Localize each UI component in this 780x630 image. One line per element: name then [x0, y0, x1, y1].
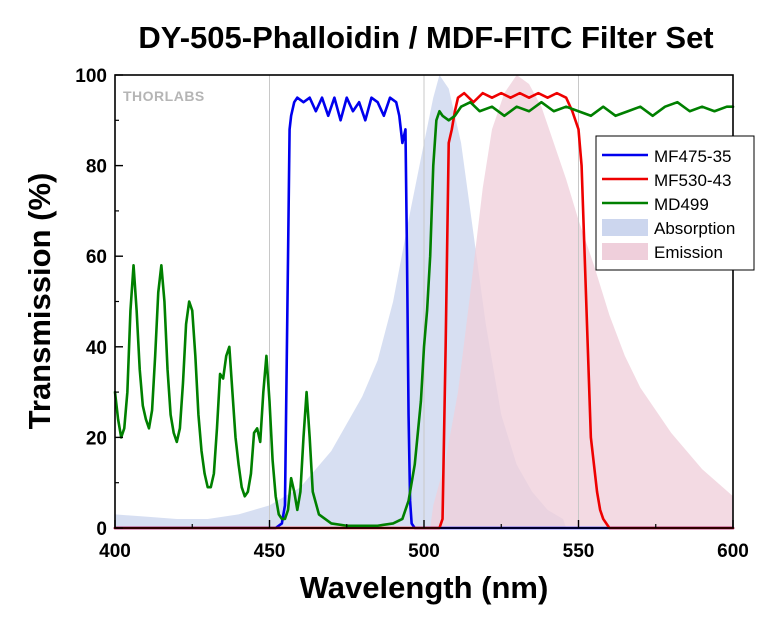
tick-layer: 400 450 500 550 600 0 20 40 60 80 100 — [75, 66, 749, 562]
y-tick-label: 0 — [96, 519, 107, 540]
absorption-legend-label: Absorption — [654, 219, 735, 238]
emission-legend-swatch — [602, 243, 648, 260]
x-tick-label: 400 — [99, 541, 131, 562]
legend: MF475-35 MF530-43 MD499 Absorption Emission — [595, 135, 755, 271]
y-axis-label: Transmission (%) — [22, 173, 57, 430]
area-layer — [115, 75, 733, 528]
md499-line — [113, 100, 735, 528]
x-tick-label: 500 — [408, 541, 440, 562]
mf530-43-legend-label: MF530-43 — [654, 171, 731, 190]
emission-legend-label: Emission — [654, 243, 723, 262]
absorption-area — [115, 75, 567, 528]
x-tick-label: 550 — [563, 541, 595, 562]
x-tick-label: 600 — [717, 541, 749, 562]
y-tick-label: 80 — [86, 157, 107, 178]
y-tick-label: 20 — [86, 428, 107, 449]
mf475-35-legend-label: MF475-35 — [654, 147, 731, 166]
grid-layer — [269, 75, 579, 528]
y-tick-label: 40 — [86, 338, 107, 359]
y-tick-label: 60 — [86, 247, 107, 268]
thorlabs-watermark: THORLABS — [123, 88, 205, 104]
absorption-legend-swatch — [602, 219, 648, 236]
md499-legend-label: MD499 — [654, 195, 709, 214]
x-axis-label: Wavelength (nm) — [300, 570, 549, 605]
y-tick-label: 100 — [75, 66, 107, 87]
emission-area — [430, 75, 733, 528]
line-layer — [113, 91, 735, 530]
chart-title: DY-505-Phalloidin / MDF-FITC Filter Set — [138, 20, 713, 55]
mf475-35-line — [113, 96, 735, 530]
mf530-43-line — [113, 91, 735, 530]
x-tick-label: 450 — [254, 541, 286, 562]
